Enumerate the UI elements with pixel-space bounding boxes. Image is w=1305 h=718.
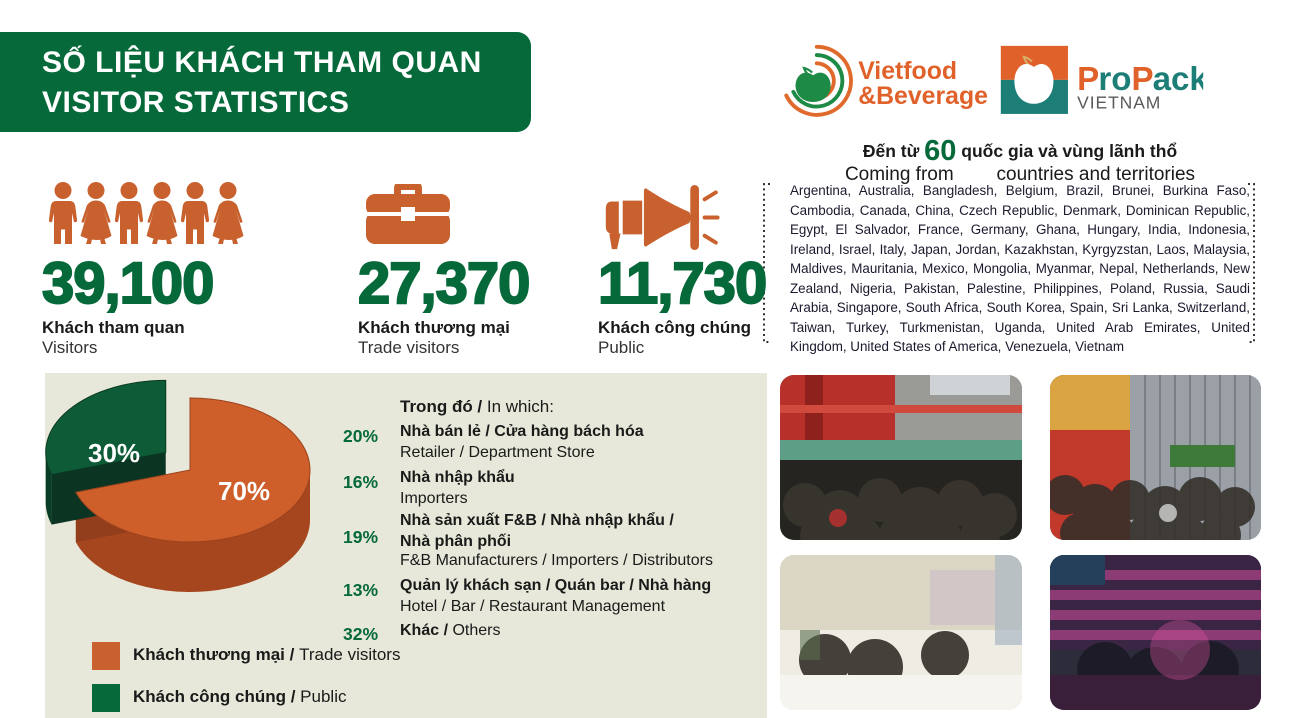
svg-text:30%: 30% bbox=[88, 438, 140, 468]
svg-text:VIETNAM: VIETNAM bbox=[1077, 92, 1161, 112]
svg-text:&Beverage: &Beverage bbox=[858, 83, 988, 110]
svg-text:70%: 70% bbox=[218, 476, 270, 506]
svg-text:Vietfood: Vietfood bbox=[858, 58, 957, 85]
